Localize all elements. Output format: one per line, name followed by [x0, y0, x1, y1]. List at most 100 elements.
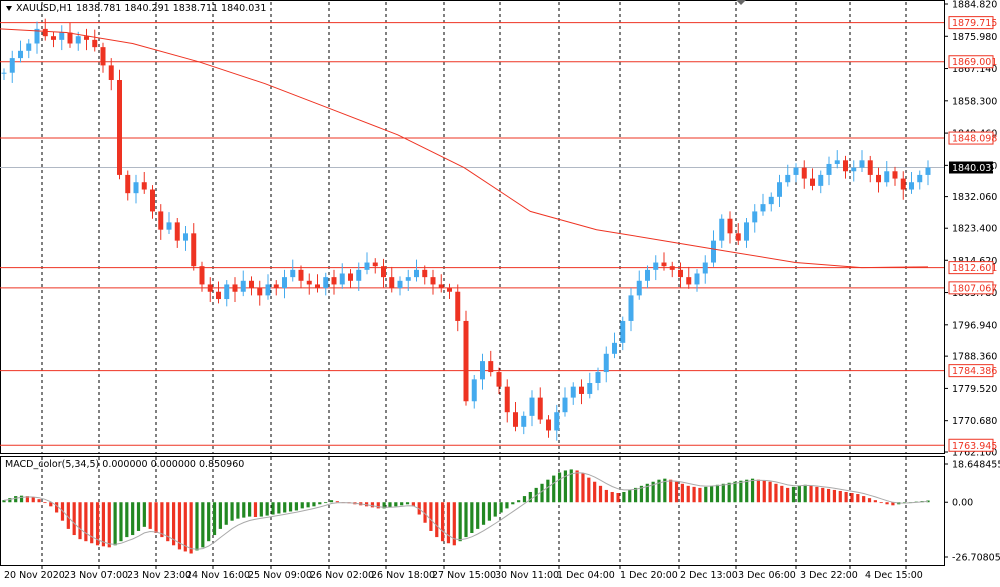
macd-bar: [569, 469, 573, 503]
macd-title: MACD_color(5,34,5) 0.000000 0.000000 0.8…: [5, 459, 244, 470]
macd-bar: [710, 485, 714, 503]
moving-average-line: [0, 28, 929, 269]
macd-bar: [131, 502, 135, 536]
macd-bar: [253, 502, 258, 518]
macd-bar: [891, 502, 895, 506]
macd-bar: [522, 496, 527, 503]
x-tick-label: 26 Nov 02:00: [310, 570, 374, 581]
candle-body: [843, 160, 848, 172]
macd-bar: [815, 486, 819, 503]
macd-bar: [756, 479, 761, 503]
candle-body: [546, 419, 551, 431]
x-tick-label: 20 Nov 2020: [4, 570, 65, 581]
candle-body: [554, 412, 560, 431]
candle-body: [612, 342, 617, 354]
candle-body: [1, 72, 7, 74]
candle-body: [273, 284, 279, 289]
macd-bar: [721, 483, 725, 503]
macd-bar: [306, 502, 310, 508]
macd-bar: [797, 485, 801, 503]
macd-bar: [862, 496, 866, 503]
macd-bar: [446, 502, 451, 544]
y-tick-label: 1770.680: [952, 416, 997, 427]
candle-body: [67, 32, 73, 44]
macd-bar: [136, 502, 141, 531]
macd-bar: [294, 502, 299, 511]
candle-body: [620, 320, 626, 343]
macd-bar: [739, 480, 743, 503]
macd-bar: [318, 502, 322, 505]
macd-bar: [745, 479, 749, 503]
candle-body: [356, 269, 362, 281]
macd-bar: [587, 477, 591, 503]
macd-bar: [370, 502, 375, 508]
macd-bar: [856, 494, 860, 503]
candle-body: [917, 174, 923, 183]
macd-bar: [885, 502, 889, 505]
macd-y-tick-label: 18.648455: [952, 460, 1000, 471]
y-tick-label: 1858.300: [952, 96, 997, 107]
candle-body: [785, 174, 791, 183]
candle-body: [108, 65, 114, 81]
candle-body: [636, 280, 642, 296]
macd-bar: [657, 479, 661, 503]
dropdown-icon[interactable]: [6, 6, 12, 11]
macd-bar: [207, 502, 211, 542]
macd-bar: [598, 485, 603, 503]
macd-bar: [481, 502, 486, 525]
scroll-marker-icon[interactable]: [736, 0, 746, 5]
macd-bar: [441, 502, 445, 542]
macd-bar: [768, 481, 772, 503]
macd-bar: [622, 491, 626, 503]
candle-body: [397, 280, 403, 289]
candle-body: [42, 28, 48, 37]
macd-bar: [803, 484, 807, 503]
candle-body: [504, 386, 510, 413]
candle-body: [381, 266, 386, 278]
macd-bar: [487, 502, 491, 521]
macd-bar: [72, 502, 76, 536]
macd-bar: [610, 491, 614, 503]
candle-body: [282, 277, 287, 289]
macd-bar: [604, 489, 608, 503]
candle-body: [686, 277, 692, 285]
candle-body: [405, 277, 411, 281]
candle-body: [59, 32, 65, 40]
current-price-text: 1840.031: [952, 163, 997, 174]
candle-body: [925, 167, 931, 175]
macd-bar: [674, 481, 679, 503]
macd-bar: [300, 502, 304, 509]
level-tag-text: 1869.001: [952, 57, 997, 68]
price-pane: [0, 0, 945, 454]
candle-body: [529, 397, 535, 416]
macd-bar: [633, 487, 638, 503]
macd-bar: [470, 502, 474, 533]
level-tag-text: 1784.386: [952, 366, 997, 377]
macd-bar: [821, 487, 825, 503]
macd-bar: [750, 478, 755, 503]
candle-body: [191, 233, 197, 267]
candle-body: [183, 233, 188, 241]
candle-body: [537, 397, 543, 420]
macd-bar: [248, 502, 252, 517]
x-tick-label: 26 Nov 18:00: [371, 570, 435, 581]
level-tag: [948, 281, 994, 295]
candle-body: [240, 280, 246, 292]
x-tick-label: 3 Dec 06:00: [738, 570, 796, 581]
macd-bar: [66, 502, 70, 529]
macd-bar: [786, 487, 790, 503]
macd-bar: [31, 497, 35, 503]
macd-bar: [49, 502, 53, 507]
candle-body: [100, 47, 106, 66]
y-tick-label: 1823.400: [952, 224, 997, 235]
level-tag: [948, 16, 994, 30]
candle-body: [9, 58, 15, 73]
macd-bar: [43, 502, 47, 504]
candle-body: [463, 320, 469, 402]
x-tick-label: 1 Dec 20:00: [620, 570, 678, 581]
x-tick-label: 4 Dec 15:00: [865, 570, 923, 581]
y-tick-label: 1867.140: [952, 64, 997, 75]
macd-bar: [271, 502, 275, 515]
